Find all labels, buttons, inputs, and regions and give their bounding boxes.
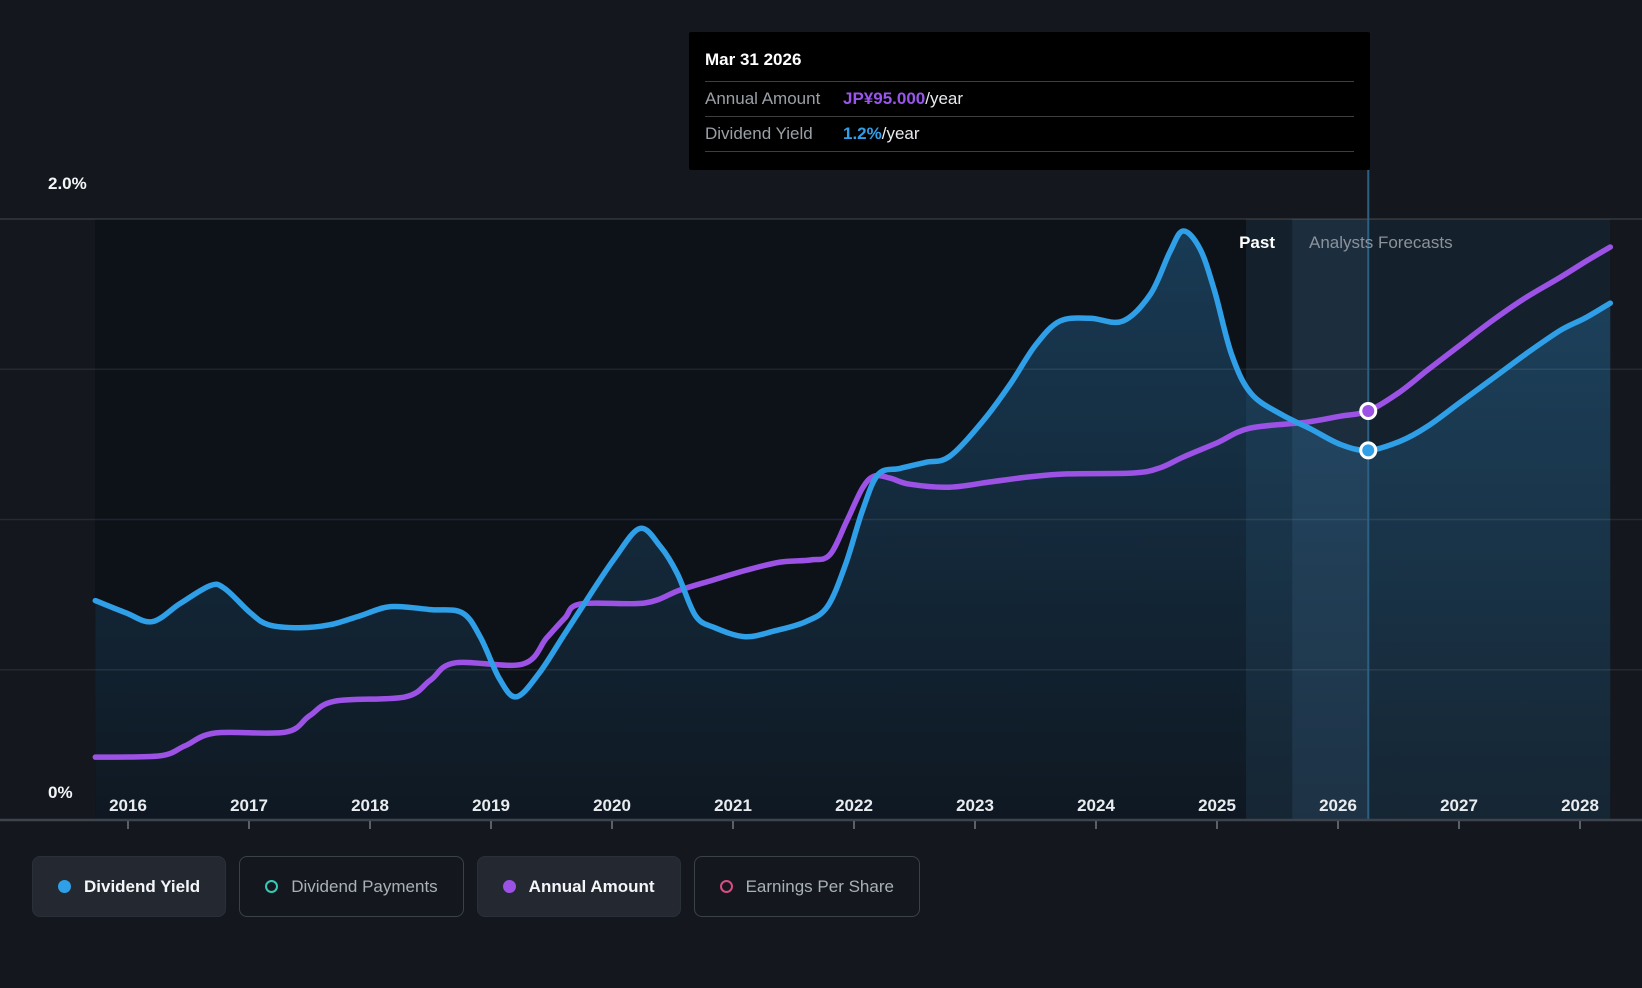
x-axis-label-2020: 2020 [593, 796, 631, 815]
legend-item-earnings-per-share[interactable]: Earnings Per Share [693, 856, 920, 917]
annual-amount-marker [1359, 401, 1378, 420]
dividend-yield-area [95, 230, 1611, 820]
x-axis-label-2018: 2018 [351, 796, 389, 815]
tooltip-row-label: Annual Amount [705, 89, 821, 108]
x-axis-label-2022: 2022 [835, 796, 873, 815]
legend-item-dividend-yield[interactable]: Dividend Yield [32, 856, 227, 917]
x-axis-label-2026: 2026 [1319, 796, 1357, 815]
tooltip-row-dividend-yield: Dividend Yield 1.2%/year [705, 117, 1354, 152]
tooltip-row-suffix: /year [925, 89, 964, 108]
dividend-yield-line [92, 228, 1614, 700]
dividend-yield-dot-icon [58, 880, 71, 893]
hover-highlight-band [1292, 219, 1369, 820]
x-axis-label-2021: 2021 [714, 796, 752, 815]
x-axis-label-2019: 2019 [472, 796, 510, 815]
x-axis-label-2024: 2024 [1077, 796, 1115, 815]
annual-amount-line [92, 244, 1614, 760]
x-axis-label-2027: 2027 [1440, 796, 1478, 815]
legend-item-dividend-payments[interactable]: Dividend Payments [239, 856, 464, 917]
legend-item-label: Earnings Per Share [745, 876, 894, 896]
x-axis-label-2025: 2025 [1198, 796, 1236, 815]
x-axis-label-2028: 2028 [1561, 796, 1599, 815]
x-axis-ticks [127, 821, 1581, 829]
legend: Dividend Yield Dividend Payments Annual Am… [32, 856, 920, 917]
tooltip: Mar 31 2026 Annual Amount JP¥95.000/year D… [689, 32, 1370, 170]
x-axis-label-2017: 2017 [230, 796, 268, 815]
legend-item-label: Dividend Yield [84, 876, 201, 896]
tooltip-row-label: Dividend Yield [705, 124, 813, 143]
tooltip-row-value: JP¥95.000 [843, 89, 926, 108]
tooltip-row-suffix: /year [881, 124, 920, 143]
past-label: Past [1239, 233, 1275, 252]
tooltip-rows: Annual Amount JP¥95.000/year Dividend Yiel… [705, 82, 1354, 152]
y-axis-label-top: 2.0% [48, 174, 87, 193]
dividend-payments-dot-icon [265, 880, 279, 893]
y-axis-label-bottom: 0% [48, 783, 73, 802]
tooltip-row-annual-amount: Annual Amount JP¥95.000/year [705, 82, 1354, 117]
annual-amount-dot-icon [502, 880, 516, 893]
legend-item-label: Annual Amount [528, 876, 655, 896]
tooltip-date: Mar 31 2026 [705, 32, 1354, 82]
earnings-per-share-dot-icon [719, 880, 733, 893]
legend-item-label: Dividend Payments [291, 876, 438, 896]
tooltip-row-value: 1.2% [843, 124, 882, 143]
x-axis-label-2023: 2023 [956, 796, 994, 815]
x-axis-label-2016: 2016 [109, 796, 147, 815]
forecast-label: Analysts Forecasts [1309, 233, 1453, 252]
legend-item-annual-amount[interactable]: Annual Amount [476, 856, 681, 917]
dividend-yield-marker [1359, 441, 1378, 460]
